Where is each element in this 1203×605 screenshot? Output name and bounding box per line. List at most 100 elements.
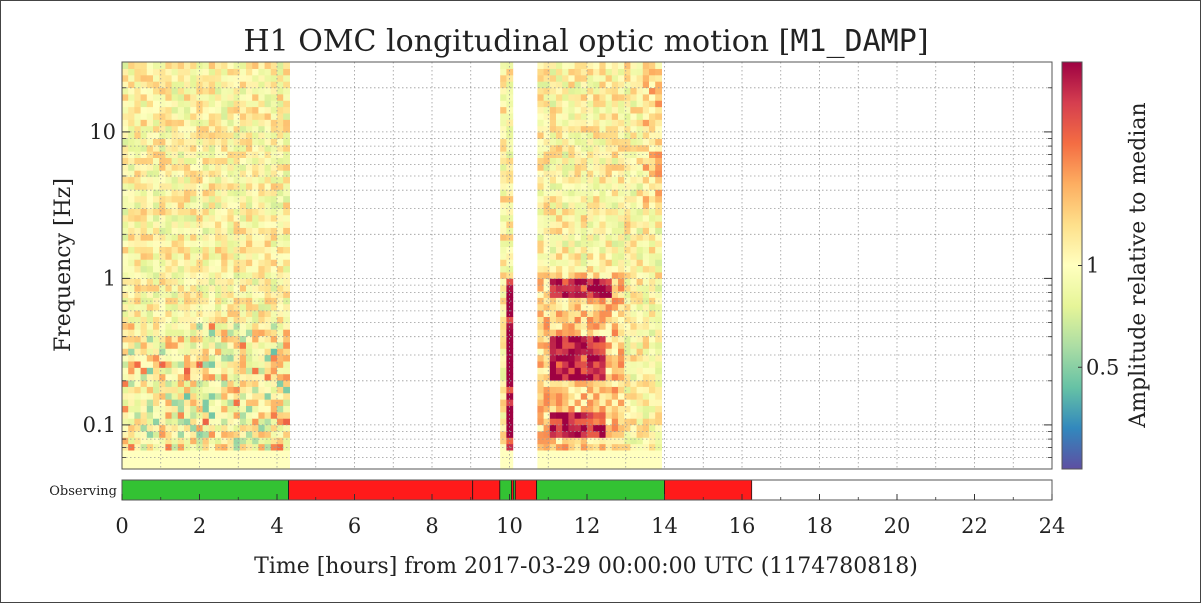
spectrogram-cell — [153, 112, 160, 120]
spectrogram-cell — [642, 392, 650, 400]
spectrogram-cell — [636, 310, 644, 317]
x-axis-label: Time [hours] from 2017-03-29 00:00:00 UT… — [254, 554, 918, 579]
spectrogram-cell — [171, 208, 179, 216]
spectrogram-cell — [171, 341, 179, 349]
spectrogram-cell — [233, 214, 241, 222]
spectrogram-cell — [649, 74, 656, 82]
spectrogram-cell — [190, 176, 197, 184]
spectrogram-cell — [624, 265, 631, 273]
spectrogram-cell — [277, 360, 284, 368]
spectrogram-cell — [270, 462, 278, 470]
spectrogram-cell — [196, 233, 204, 241]
spectrogram-cell — [543, 227, 551, 235]
spectrogram-cell — [264, 131, 272, 139]
spectrogram-cell — [630, 386, 638, 394]
spectrogram-cell — [184, 354, 191, 362]
spectrogram-cell — [636, 418, 644, 426]
spectrogram-cell — [549, 424, 557, 432]
spectrogram-cell — [190, 399, 197, 407]
spectrogram-cell — [140, 303, 148, 311]
spectrogram-cell — [506, 392, 514, 400]
spectrogram-cell — [270, 81, 278, 89]
spectrogram-cell — [122, 437, 129, 445]
spectrogram-cell — [636, 119, 644, 127]
spectrogram-cell — [283, 271, 290, 279]
spectrogram-cell — [202, 310, 210, 317]
spectrogram-cell — [605, 176, 613, 184]
spectrogram-cell — [537, 360, 545, 368]
spectrogram-cell — [599, 348, 607, 356]
spectrogram-cell — [233, 341, 241, 349]
spectrogram-cell — [605, 462, 613, 470]
spectrogram-cell — [128, 462, 135, 470]
spectrogram-cell — [202, 418, 210, 426]
spectrogram-cell — [636, 424, 644, 432]
spectrogram-cell — [636, 189, 644, 197]
spectrogram-cell — [146, 443, 154, 451]
spectrogram-cell — [549, 386, 557, 394]
spectrogram-cell — [128, 411, 135, 419]
spectrogram-cell — [159, 341, 166, 349]
spectrogram-cell — [215, 144, 222, 152]
spectrogram-cell — [537, 411, 545, 419]
spectrogram-cell — [568, 233, 576, 241]
spectrogram-cell — [221, 462, 228, 470]
spectrogram-cell — [593, 144, 600, 152]
spectrogram-cell — [165, 201, 173, 209]
spectrogram-cell — [246, 182, 253, 190]
spectrogram-cell — [153, 106, 160, 114]
spectrogram-cell — [537, 430, 545, 438]
spectrogram-cell — [624, 68, 631, 76]
spectrogram-cell — [140, 138, 148, 146]
spectrogram-cell — [549, 462, 557, 470]
spectrogram-cell — [190, 379, 197, 387]
spectrogram-cell — [215, 437, 222, 445]
spectrogram-cell — [153, 144, 160, 152]
spectrogram-cell — [630, 265, 638, 273]
y-axis-label: Frequency [Hz] — [51, 178, 76, 352]
spectrogram-cell — [630, 87, 638, 95]
spectrogram-cell — [159, 462, 166, 470]
spectrogram-cell — [134, 62, 142, 69]
spectrogram-cell — [500, 297, 507, 305]
spectrogram-cell — [642, 208, 650, 216]
spectrogram-cell — [543, 310, 551, 317]
spectrogram-cell — [593, 290, 600, 298]
spectrogram-cell — [190, 329, 197, 337]
spectrogram-cell — [177, 399, 185, 407]
spectrogram-cell — [184, 379, 191, 387]
spectrogram-cell — [593, 462, 600, 470]
spectrogram-cell — [202, 278, 210, 286]
spectrogram-cell — [593, 157, 600, 165]
spectrogram-cell — [215, 112, 222, 120]
spectrogram-cell — [134, 157, 142, 165]
spectrogram-cell — [140, 201, 148, 209]
spectrogram-cell — [611, 418, 619, 426]
spectrogram-cell — [252, 310, 259, 317]
spectrogram-cell — [215, 233, 222, 241]
spectrogram-cell — [277, 316, 284, 324]
spectrogram-cell — [630, 303, 638, 311]
spectrogram-cell — [549, 240, 557, 248]
spectrogram-cell — [580, 329, 588, 337]
spectrogram-cell — [140, 170, 148, 178]
spectrogram-cell — [190, 348, 197, 356]
spectrogram-cell — [221, 119, 228, 127]
spectrogram-cell — [258, 265, 266, 273]
spectrogram-cell — [128, 290, 135, 298]
spectrogram-cells — [122, 62, 662, 470]
spectrogram-cell — [246, 170, 253, 178]
spectrogram-cell — [618, 163, 625, 171]
spectrogram-cell — [655, 87, 662, 95]
spectrogram-cell — [208, 348, 216, 356]
spectrogram-cell — [153, 386, 160, 394]
spectrogram-cell — [227, 125, 235, 133]
spectrogram-cell — [611, 290, 619, 298]
spectrogram-cell — [568, 220, 576, 228]
spectrogram-cell — [227, 119, 235, 127]
spectrogram-cell — [500, 411, 507, 419]
spectrogram-cell — [277, 74, 284, 82]
spectrogram-cell — [165, 163, 173, 171]
spectrogram-cell — [258, 418, 266, 426]
spectrogram-cell — [239, 240, 247, 248]
